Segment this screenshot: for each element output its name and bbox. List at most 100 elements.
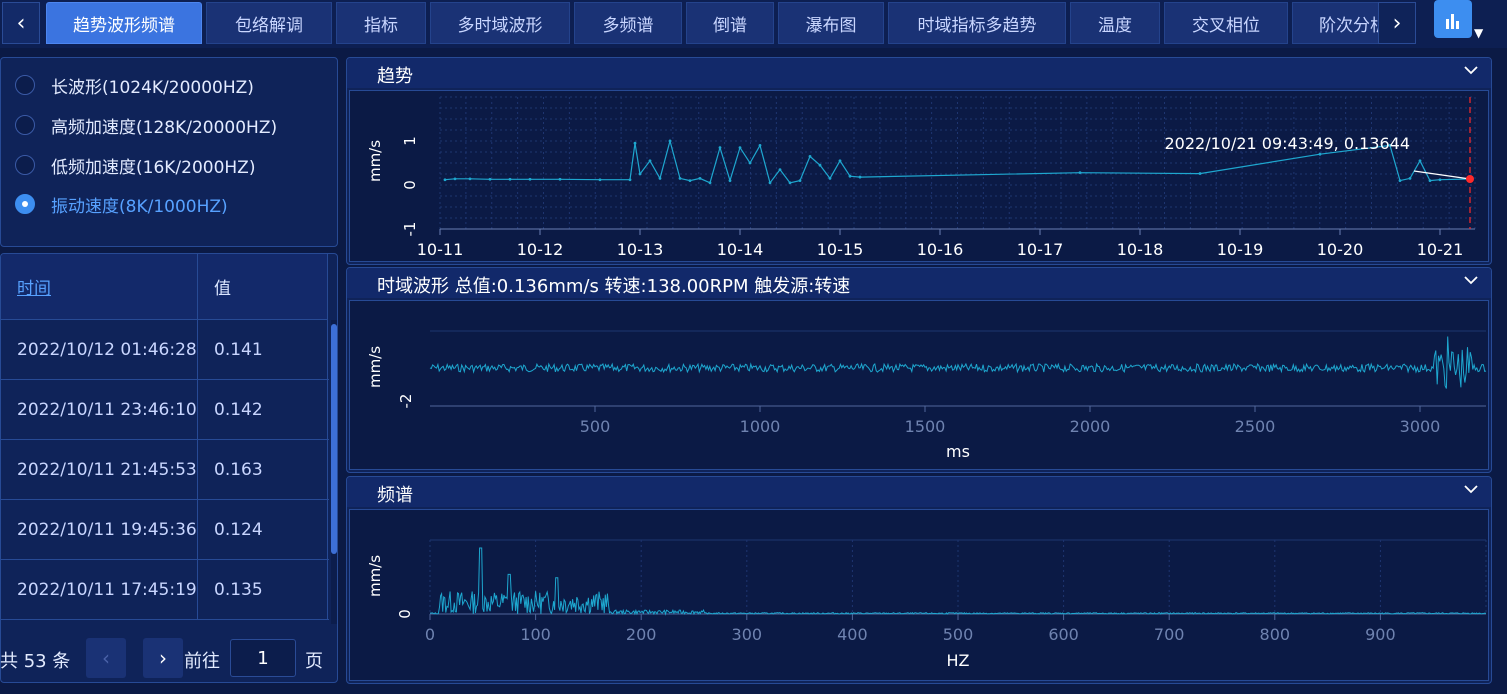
trend-point [738,146,742,149]
waveform-series-line [429,336,1487,389]
prev-page-button[interactable]: ‹ [86,638,126,678]
radio-long-waveform[interactable]: 长波形(1024K/20000HZ) [15,73,254,98]
table-row[interactable]: 2022/10/11 23:46:10 0.142 [1,380,329,440]
trend-point [488,177,492,181]
y-axis-label: mm/s [366,140,384,182]
x-tick-label: 2000 [1070,417,1111,436]
column-header-time[interactable]: 时间 [1,254,198,320]
trend-point [558,177,562,181]
chevron-down-icon[interactable] [1463,62,1479,78]
tab-cepstrum[interactable]: 倒谱 [686,2,774,44]
tab-label: 多时域波形 [457,15,543,36]
x-tick-label: 400 [837,625,868,644]
chevron-down-icon[interactable] [1463,272,1479,288]
x-tick-label: 300 [732,625,763,644]
trend-point [698,177,702,180]
tab-label: 指标 [364,15,398,36]
spectrum-chart-area: mm/s 0 0 100 200 300 400 500 600 700 800 900 HZ [349,509,1489,681]
trend-point [748,161,752,165]
cell-time: 2022/10/11 19:45:36 [1,500,198,560]
tab-prev-button[interactable]: ‹ [2,2,40,44]
table-row[interactable]: 2022/10/12 01:46:28 0.141 [1,320,329,380]
trend-point [1428,179,1432,182]
radio-label: 长波形(1024K/20000HZ) [51,77,254,98]
radio-low-freq-accel[interactable]: 低频加速度(16K/2000HZ) [15,153,256,178]
radio-label: 低频加速度(16K/2000HZ) [51,157,256,178]
trend-chart[interactable]: -1 0 1 mm/s 10-11 10-12 10-13 10-14 10-15 10-16 10… [350,91,1490,265]
tab-label: 阶次分析 [1319,15,1382,36]
x-tick-label: 100 [520,625,551,644]
table-scrollbar[interactable] [331,320,337,624]
waveform-section: 时域波形 总值:0.136mm/s 转速:138.00RPM 触发源:转速 mm… [346,267,1492,473]
tab-indicators[interactable]: 指标 [336,2,426,44]
radio-high-freq-accel[interactable]: 高频加速度(128K/20000HZ) [15,113,277,138]
x-tick-label: 0 [425,625,435,644]
cell-value: 0.142 [198,380,328,440]
tab-bar: ‹ 趋势波形频谱 包络解调 指标 多时域波形 多频谱 倒谱 瀑布图 时域指标多趋… [0,0,1507,48]
table-row[interactable]: 2022/10/11 21:45:53 0.163 [1,440,329,500]
cell-value: 0.163 [198,440,328,500]
trend-point [838,159,842,163]
tab-multi-spectrum[interactable]: 多频谱 [574,2,682,44]
cell-value: 0.124 [198,500,328,560]
scrollbar-thumb[interactable] [331,324,337,554]
x-tick-label: 10-14 [717,240,764,259]
tab-label: 瀑布图 [805,15,857,36]
page-number-input[interactable] [230,639,296,677]
trend-point [688,179,692,182]
trend-point [1418,159,1422,163]
cell-time: 2022/10/11 23:46:10 [1,380,198,440]
y-tick-label: -1 [401,222,419,237]
tab-label: 温度 [1098,15,1132,36]
x-tick-label: 10-13 [617,240,664,259]
trend-point [508,177,512,181]
tab-envelope-demod[interactable]: 包络解调 [206,2,332,44]
trend-point [658,177,662,180]
waveform-chart[interactable]: mm/s -2 500 1000 1500 2000 2500 3000 ms [350,301,1490,473]
tab-next-button[interactable]: › [1378,2,1416,44]
x-tick-label: 10-19 [1217,240,1264,259]
tab-trend-waveform-spectrum[interactable]: 趋势波形频谱 [46,2,202,44]
waveform-header: 时域波形 总值:0.136mm/s 转速:138.00RPM 触发源:转速 [347,268,1491,298]
trend-point [728,179,732,182]
pagination: 共 53 条 ‹ › 前往 页 [0,637,338,683]
x-tick-label: 10-20 [1317,240,1364,259]
trend-point [443,178,447,182]
tab-multi-waveform[interactable]: 多时域波形 [430,2,570,44]
cell-time: 2022/10/11 17:45:19 [1,560,198,620]
tab-temperature[interactable]: 温度 [1070,2,1160,44]
tab-time-multi-trend[interactable]: 时域指标多趋势 [888,2,1066,44]
chevron-right-icon: › [1392,10,1402,36]
x-tick-label: 800 [1260,625,1291,644]
next-page-button[interactable]: › [143,638,183,678]
spectrum-chart[interactable]: mm/s 0 0 100 200 300 400 500 600 700 800 900 HZ [350,510,1490,684]
trend-point [648,159,652,163]
waveform-title: 时域波形 总值:0.136mm/s 转速:138.00RPM 触发源:转速 [377,276,851,297]
tab-label: 多频谱 [602,15,654,36]
trend-point [1398,179,1402,182]
table-row[interactable]: 2022/10/11 17:45:19 0.135 [1,560,329,620]
pagination-total: 共 53 条 [0,651,71,672]
cell-time: 2022/10/12 01:46:28 [1,320,198,380]
trend-point [668,139,672,143]
spectrum-header: 频谱 [347,477,1491,507]
trend-point [768,181,772,185]
y-axis-label: mm/s [366,346,384,388]
trend-point [858,175,862,179]
waveform-chart-area: mm/s -2 500 1000 1500 2000 2500 3000 ms [349,300,1489,470]
caret-down-icon[interactable]: ▼ [1474,26,1484,40]
chevron-left-icon: ‹ [102,646,110,670]
trend-point [808,155,812,158]
y-tick-label: 0 [401,180,419,190]
tab-waterfall[interactable]: 瀑布图 [778,2,884,44]
chevron-down-icon[interactable] [1463,481,1479,497]
column-header-value: 值 [198,254,328,320]
radio-vibration-velocity[interactable]: 振动速度(8K/1000HZ) [15,192,228,217]
spectrum-series-line [429,547,1487,616]
trend-point [778,168,782,171]
tab-cross-phase[interactable]: 交叉相位 [1164,2,1288,44]
tab-order-analysis[interactable]: 阶次分析 [1292,2,1382,44]
x-axis-label: HZ [947,651,970,670]
chart-menu-button[interactable] [1434,0,1472,38]
table-row[interactable]: 2022/10/11 19:45:36 0.124 [1,500,329,560]
